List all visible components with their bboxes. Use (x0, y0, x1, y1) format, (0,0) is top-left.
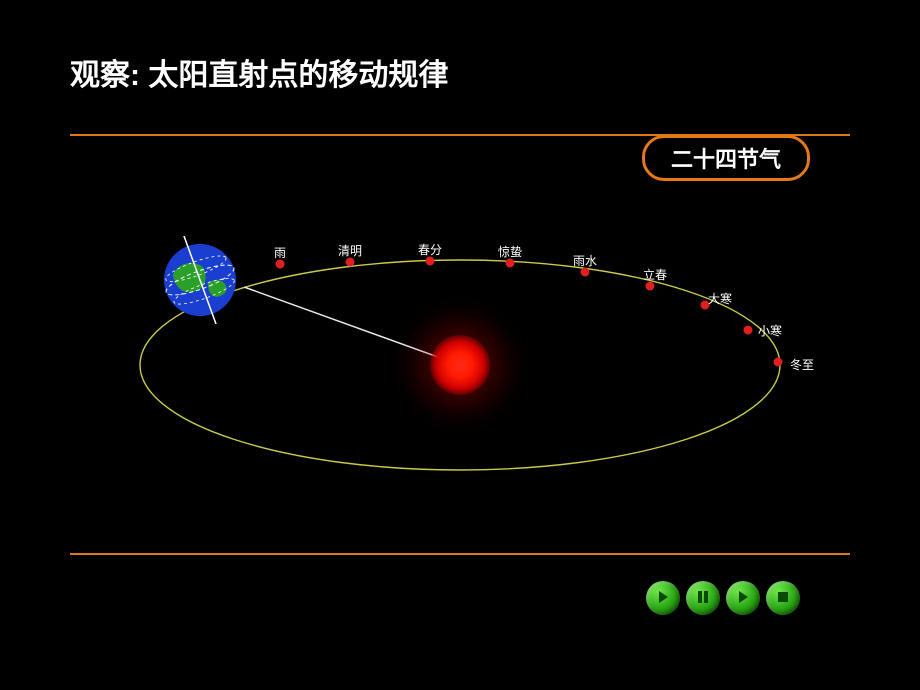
term-label: 雨 (274, 244, 286, 261)
earth (156, 236, 244, 324)
term-dot (744, 326, 753, 335)
term-label: 春分 (418, 241, 442, 258)
play-icon (656, 590, 670, 607)
term-label: 小寒 (758, 322, 782, 339)
divider-bottom (70, 553, 850, 555)
pause-button[interactable] (686, 581, 720, 615)
pause-icon (696, 590, 710, 607)
term-label: 冬至 (790, 356, 814, 373)
term-label: 雨水 (573, 252, 597, 269)
earth-svg (156, 236, 244, 324)
play-button[interactable] (646, 581, 680, 615)
term-label: 立春 (643, 266, 667, 283)
solar-terms-badge: 二十四节气 (642, 135, 810, 181)
term-dot (774, 358, 783, 367)
stop-button[interactable] (766, 581, 800, 615)
stop-icon (776, 590, 790, 607)
step-button[interactable] (726, 581, 760, 615)
slide-title: 观察: 太阳直射点的移动规律 (70, 50, 850, 94)
term-label: 惊蛰 (498, 243, 522, 260)
slide-container: 观察: 太阳直射点的移动规律 二十四节气 (0, 0, 920, 690)
sun (430, 335, 490, 395)
sun-ray (244, 287, 460, 365)
term-label: 大寒 (708, 290, 732, 307)
orbit-diagram: 雨 清明 春分 惊蛰雨水立春大寒小寒冬至 (90, 200, 830, 530)
play-icon (736, 590, 750, 607)
playback-controls (646, 581, 800, 615)
term-label: 清明 (338, 242, 362, 259)
